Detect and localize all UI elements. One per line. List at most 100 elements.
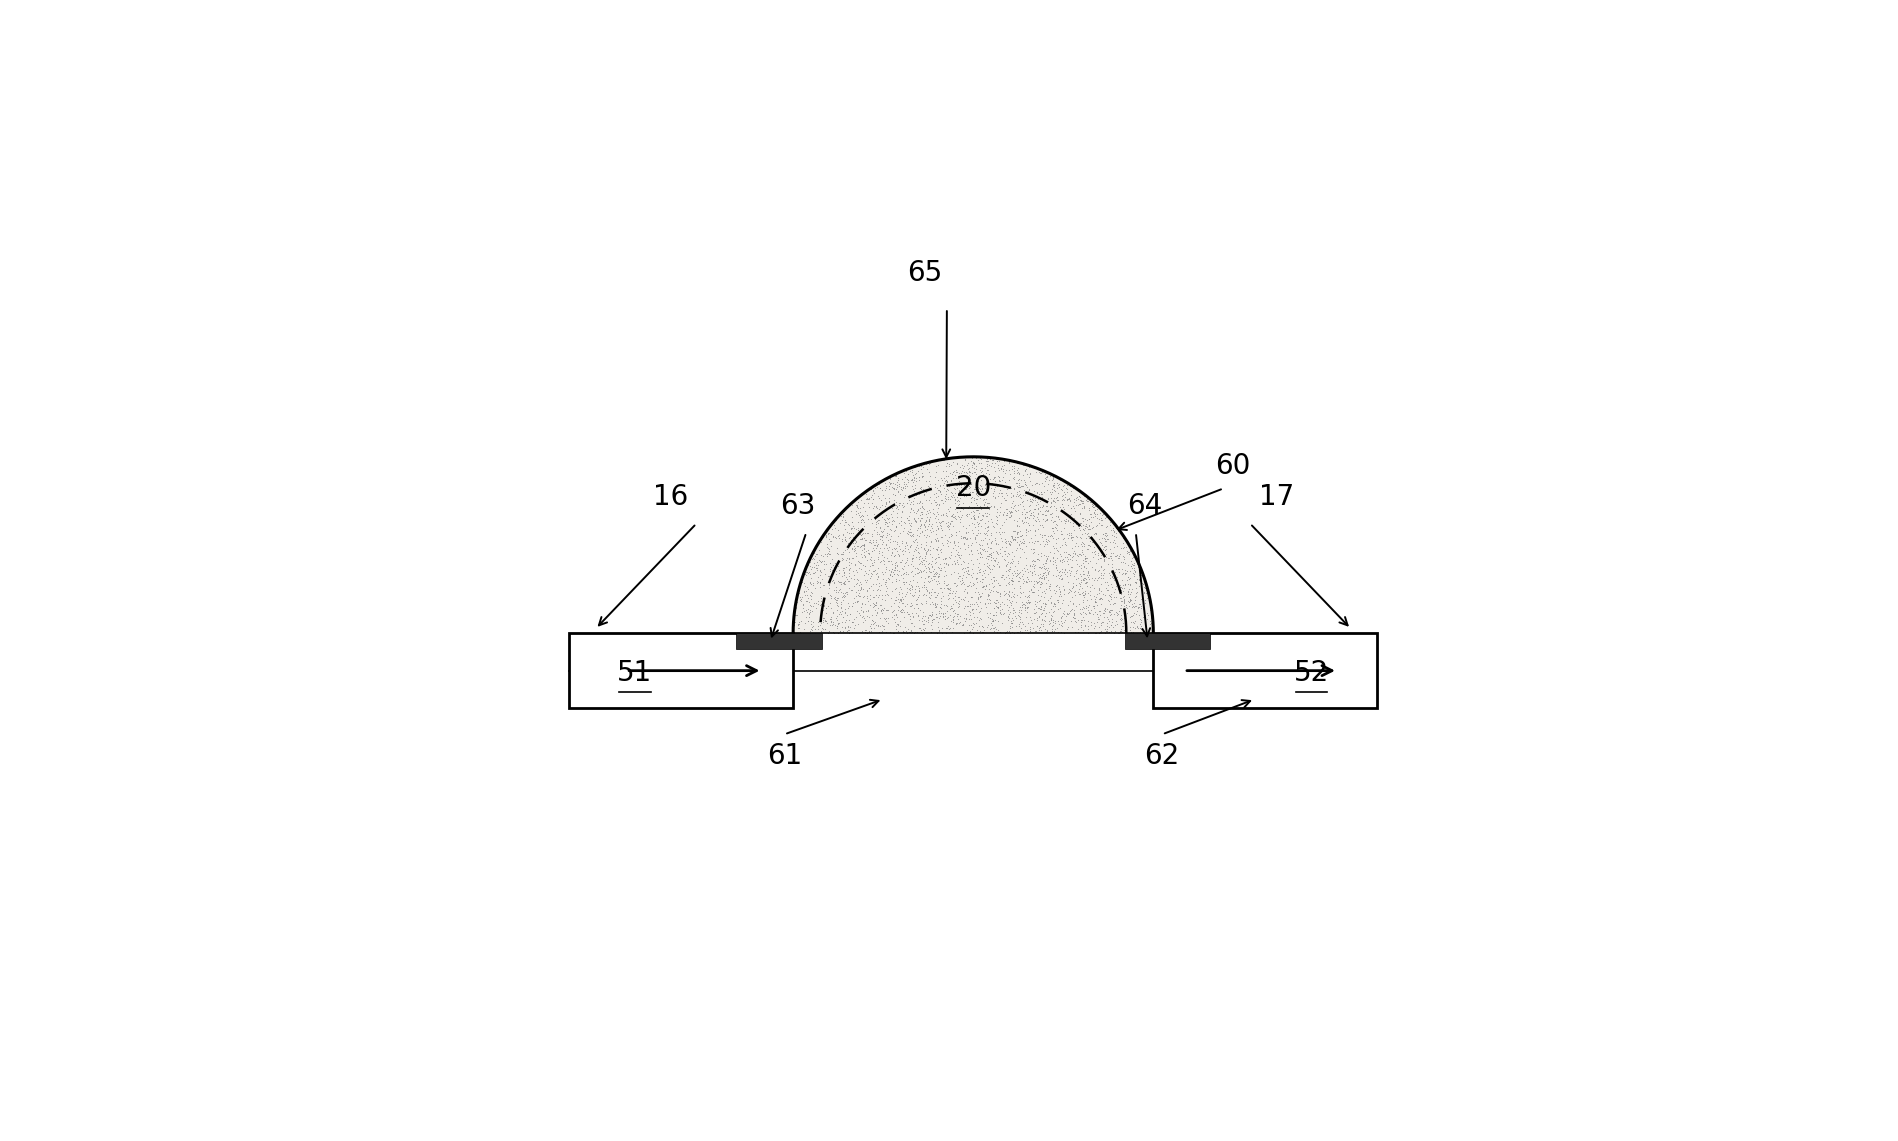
Point <box>985 604 1015 622</box>
Point <box>1082 610 1112 629</box>
Point <box>898 545 928 564</box>
Point <box>1017 555 1048 573</box>
Point <box>805 563 835 581</box>
Point <box>892 594 922 613</box>
Point <box>877 511 907 529</box>
Point <box>991 505 1021 524</box>
Point <box>814 537 845 556</box>
Point <box>839 537 869 556</box>
Point <box>1061 556 1091 574</box>
Point <box>1074 536 1105 555</box>
Point <box>801 593 831 612</box>
Point <box>896 526 926 544</box>
Point <box>953 539 983 557</box>
Point <box>1069 558 1099 576</box>
Point <box>856 513 886 532</box>
Point <box>919 478 949 496</box>
Point <box>924 574 955 592</box>
Point <box>1112 557 1143 575</box>
Point <box>977 543 1008 561</box>
Point <box>921 517 951 535</box>
Point <box>896 586 926 605</box>
Point <box>1048 563 1078 581</box>
Point <box>1135 615 1165 633</box>
Point <box>905 492 936 510</box>
Point <box>1008 532 1038 550</box>
Point <box>786 602 816 621</box>
Point <box>955 622 985 640</box>
Point <box>1014 472 1044 491</box>
Point <box>1118 556 1148 574</box>
Point <box>970 493 1000 511</box>
Point <box>1033 621 1063 639</box>
Point <box>1051 496 1082 515</box>
Point <box>1044 470 1074 488</box>
Point <box>957 600 987 618</box>
Text: 60: 60 <box>1215 452 1249 480</box>
Point <box>960 464 991 483</box>
Point <box>1114 543 1144 561</box>
Point <box>1042 542 1072 560</box>
Point <box>934 502 964 520</box>
Point <box>976 524 1006 542</box>
Point <box>958 491 989 509</box>
Point <box>1110 539 1141 557</box>
Point <box>940 491 970 509</box>
Point <box>970 519 1000 537</box>
Point <box>1029 471 1059 489</box>
Point <box>803 617 833 636</box>
Point <box>1080 613 1110 631</box>
Point <box>884 477 915 495</box>
Point <box>993 608 1023 626</box>
Point <box>909 517 940 535</box>
Point <box>911 542 941 560</box>
Point <box>1110 561 1141 580</box>
Point <box>913 567 943 585</box>
Point <box>1048 543 1078 561</box>
Point <box>983 544 1014 563</box>
Point <box>998 469 1029 487</box>
Point <box>888 565 919 583</box>
Point <box>1089 622 1120 640</box>
Point <box>1095 569 1126 588</box>
Point <box>1078 561 1108 580</box>
Point <box>845 588 875 606</box>
Point <box>818 615 848 633</box>
Point <box>936 507 966 525</box>
Point <box>1095 601 1126 620</box>
Point <box>1042 516 1072 534</box>
Point <box>810 612 841 630</box>
Point <box>1080 497 1110 516</box>
Point <box>930 610 960 629</box>
Point <box>860 518 890 536</box>
Point <box>921 597 951 615</box>
Point <box>816 586 847 605</box>
Point <box>1002 585 1033 604</box>
Point <box>998 528 1029 547</box>
Point <box>1029 570 1059 589</box>
Point <box>795 615 826 633</box>
Point <box>1095 586 1126 605</box>
Point <box>1059 493 1089 511</box>
Point <box>909 548 940 566</box>
Point <box>822 589 852 607</box>
Point <box>829 527 860 545</box>
Point <box>900 537 930 556</box>
Point <box>1099 570 1129 589</box>
Point <box>875 563 905 581</box>
Point <box>1040 567 1070 585</box>
Point <box>1086 511 1116 529</box>
Point <box>998 624 1029 642</box>
Point <box>987 460 1017 478</box>
Point <box>960 592 991 610</box>
Point <box>1008 471 1038 489</box>
Point <box>1089 524 1120 542</box>
Point <box>1033 502 1063 520</box>
Point <box>873 499 903 517</box>
Point <box>1116 549 1146 567</box>
Point <box>905 556 936 574</box>
Point <box>1029 620 1059 638</box>
Point <box>943 464 974 483</box>
Point <box>949 476 979 494</box>
Point <box>833 560 864 578</box>
